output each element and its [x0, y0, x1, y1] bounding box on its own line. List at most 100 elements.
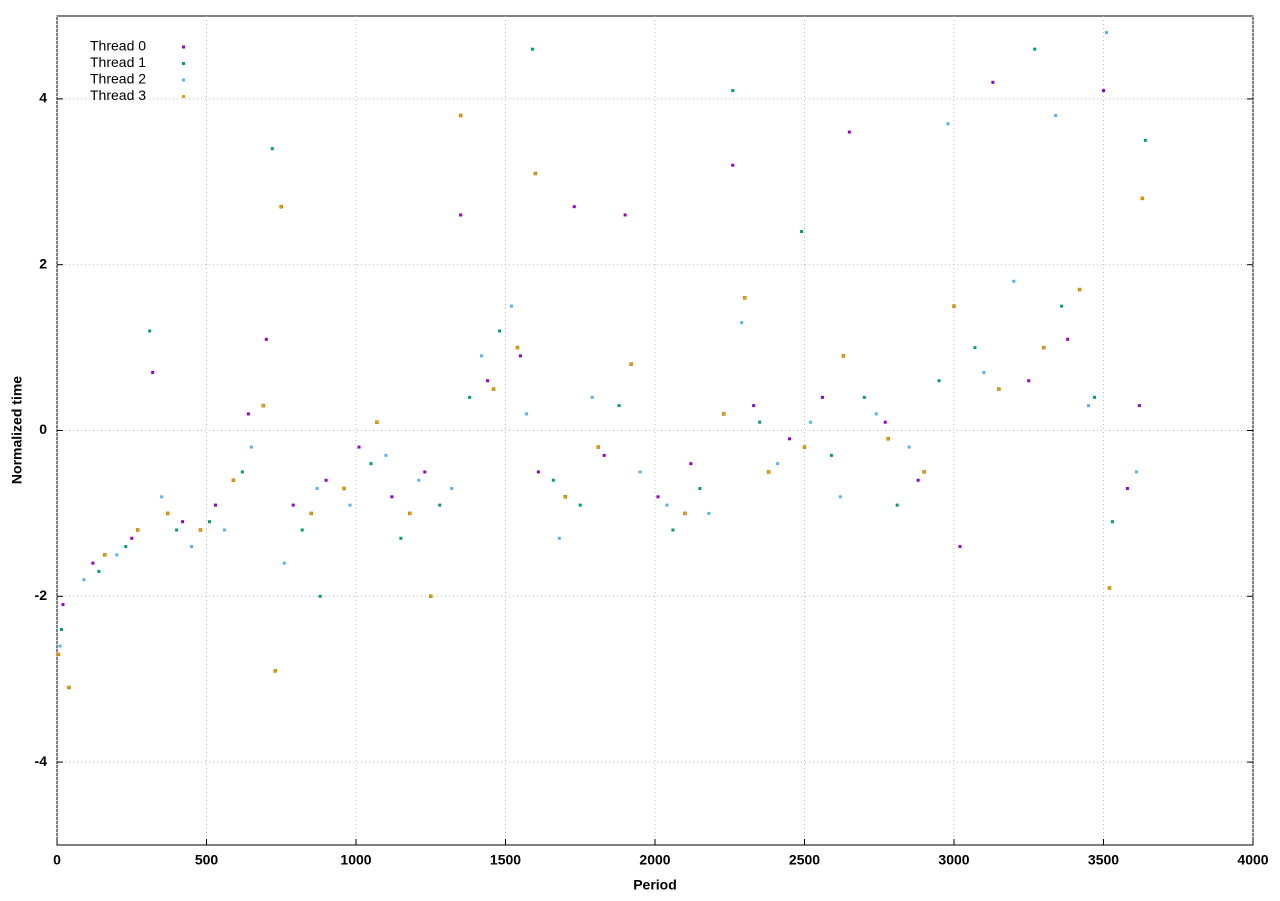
point — [91, 561, 95, 565]
point — [115, 553, 119, 557]
x-axis-label: Period — [633, 877, 677, 893]
point — [731, 89, 735, 93]
point — [300, 528, 304, 532]
point — [629, 362, 633, 366]
point — [480, 354, 484, 358]
point — [423, 470, 427, 474]
point — [1110, 520, 1114, 524]
point — [952, 304, 956, 308]
legend-label: Thread 3 — [90, 87, 146, 103]
point — [742, 296, 747, 300]
point — [458, 113, 463, 118]
point — [291, 503, 295, 507]
point — [689, 462, 693, 466]
point — [590, 395, 594, 399]
point — [246, 412, 250, 416]
point — [638, 470, 642, 474]
point — [776, 462, 780, 466]
point — [841, 354, 846, 358]
point — [1137, 404, 1141, 408]
legend-marker — [182, 95, 185, 98]
point — [937, 379, 941, 383]
point — [1125, 487, 1129, 491]
legend-marker — [182, 62, 185, 65]
point — [617, 404, 621, 408]
point — [808, 420, 812, 424]
point — [1087, 404, 1091, 408]
y-tick-label: 2 — [39, 255, 47, 271]
point — [1140, 196, 1145, 201]
point — [766, 470, 771, 474]
point — [59, 627, 63, 631]
y-tick-label: 0 — [39, 421, 47, 437]
legend-label: Thread 1 — [90, 54, 146, 70]
point — [1107, 586, 1112, 590]
y-tick-label: -2 — [35, 587, 48, 603]
point — [160, 495, 164, 499]
point — [958, 545, 962, 549]
point — [536, 470, 540, 474]
point — [862, 395, 866, 399]
point — [240, 470, 244, 474]
point — [207, 520, 211, 524]
point — [722, 412, 726, 416]
point — [97, 569, 101, 573]
point — [175, 528, 179, 532]
point — [1027, 379, 1031, 383]
point — [264, 337, 268, 341]
point — [468, 395, 472, 399]
legend-marker — [182, 78, 185, 82]
point — [459, 213, 463, 217]
point — [1102, 89, 1105, 93]
point — [973, 346, 977, 350]
point — [249, 445, 253, 449]
point — [1093, 395, 1097, 399]
point — [103, 553, 107, 557]
point — [270, 147, 274, 151]
x-tick-label: 500 — [195, 852, 219, 868]
point — [498, 329, 502, 333]
point — [802, 445, 807, 449]
point — [390, 495, 394, 499]
point — [997, 387, 1001, 391]
point — [408, 511, 412, 516]
x-tick-label: 2500 — [789, 852, 820, 868]
point — [1041, 345, 1046, 350]
x-tick-label: 3000 — [938, 852, 969, 868]
point — [838, 495, 842, 499]
point — [67, 685, 71, 690]
point — [524, 412, 528, 416]
point — [198, 528, 203, 532]
point — [190, 545, 194, 549]
x-tick-label: 1500 — [490, 852, 521, 868]
point — [886, 437, 890, 441]
point — [417, 478, 421, 482]
point — [375, 420, 379, 424]
point — [922, 470, 926, 474]
point — [1066, 337, 1070, 341]
point — [1143, 138, 1147, 142]
point — [61, 603, 65, 607]
x-tick-label: 2000 — [639, 852, 670, 868]
legend-label: Thread 2 — [90, 71, 146, 87]
point — [181, 520, 185, 524]
point — [1060, 304, 1064, 308]
point — [683, 511, 687, 516]
point — [656, 495, 660, 499]
point — [530, 47, 534, 51]
point — [222, 528, 226, 532]
legend-marker — [182, 45, 185, 49]
point — [56, 652, 61, 657]
point — [1054, 113, 1058, 117]
y-tick-label: 4 — [39, 90, 47, 106]
point — [515, 345, 520, 350]
point — [369, 462, 373, 466]
point — [261, 403, 266, 408]
point — [758, 420, 762, 424]
point — [231, 478, 236, 482]
point — [315, 487, 319, 491]
point — [309, 511, 313, 516]
point — [788, 437, 792, 441]
y-axis-label: Normalized time — [9, 376, 25, 484]
